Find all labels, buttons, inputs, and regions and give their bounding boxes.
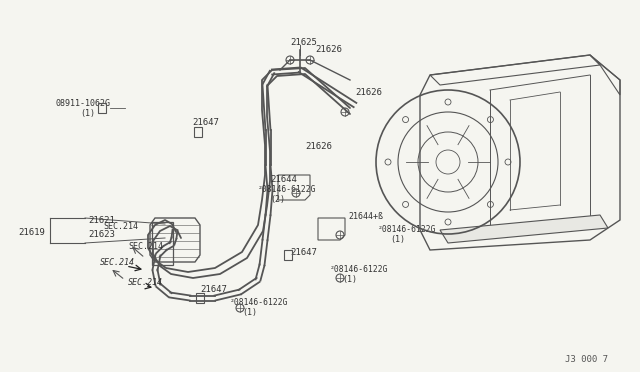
Bar [194,127,202,137]
Text: 21647: 21647 [192,118,219,127]
Text: ²08146-6122G: ²08146-6122G [258,185,317,194]
Text: 21644: 21644 [270,175,297,184]
Text: 21619: 21619 [18,228,45,237]
Text: 21621: 21621 [88,216,115,225]
Text: 21644+ß: 21644+ß [348,212,383,221]
Text: 21647: 21647 [200,285,227,294]
Bar [196,293,204,303]
Text: (1): (1) [342,275,357,284]
Text: 21647: 21647 [290,248,317,257]
Text: ²08146-6122G: ²08146-6122G [230,298,289,307]
Text: (1): (1) [242,308,257,317]
Bar [284,250,292,260]
Text: SEC.214: SEC.214 [100,258,135,267]
Text: SEC.214: SEC.214 [103,222,138,231]
Text: 21626: 21626 [315,45,342,54]
Text: (2): (2) [270,195,285,204]
Text: 21625: 21625 [290,38,317,47]
Text: (1): (1) [80,109,95,118]
Text: 21626: 21626 [305,142,332,151]
Text: 08911-1062G: 08911-1062G [55,99,110,108]
Text: 21623: 21623 [88,230,115,239]
Text: SEC.214: SEC.214 [128,278,163,287]
Text: SEC.214: SEC.214 [128,242,163,251]
Polygon shape [440,215,608,243]
Text: 21626: 21626 [355,88,382,97]
Text: J3 000 7: J3 000 7 [565,355,608,364]
Text: ²08146-6122G: ²08146-6122G [378,225,436,234]
Text: (1): (1) [390,235,405,244]
Bar [98,103,106,113]
Text: ²08146-6122G: ²08146-6122G [330,265,388,274]
